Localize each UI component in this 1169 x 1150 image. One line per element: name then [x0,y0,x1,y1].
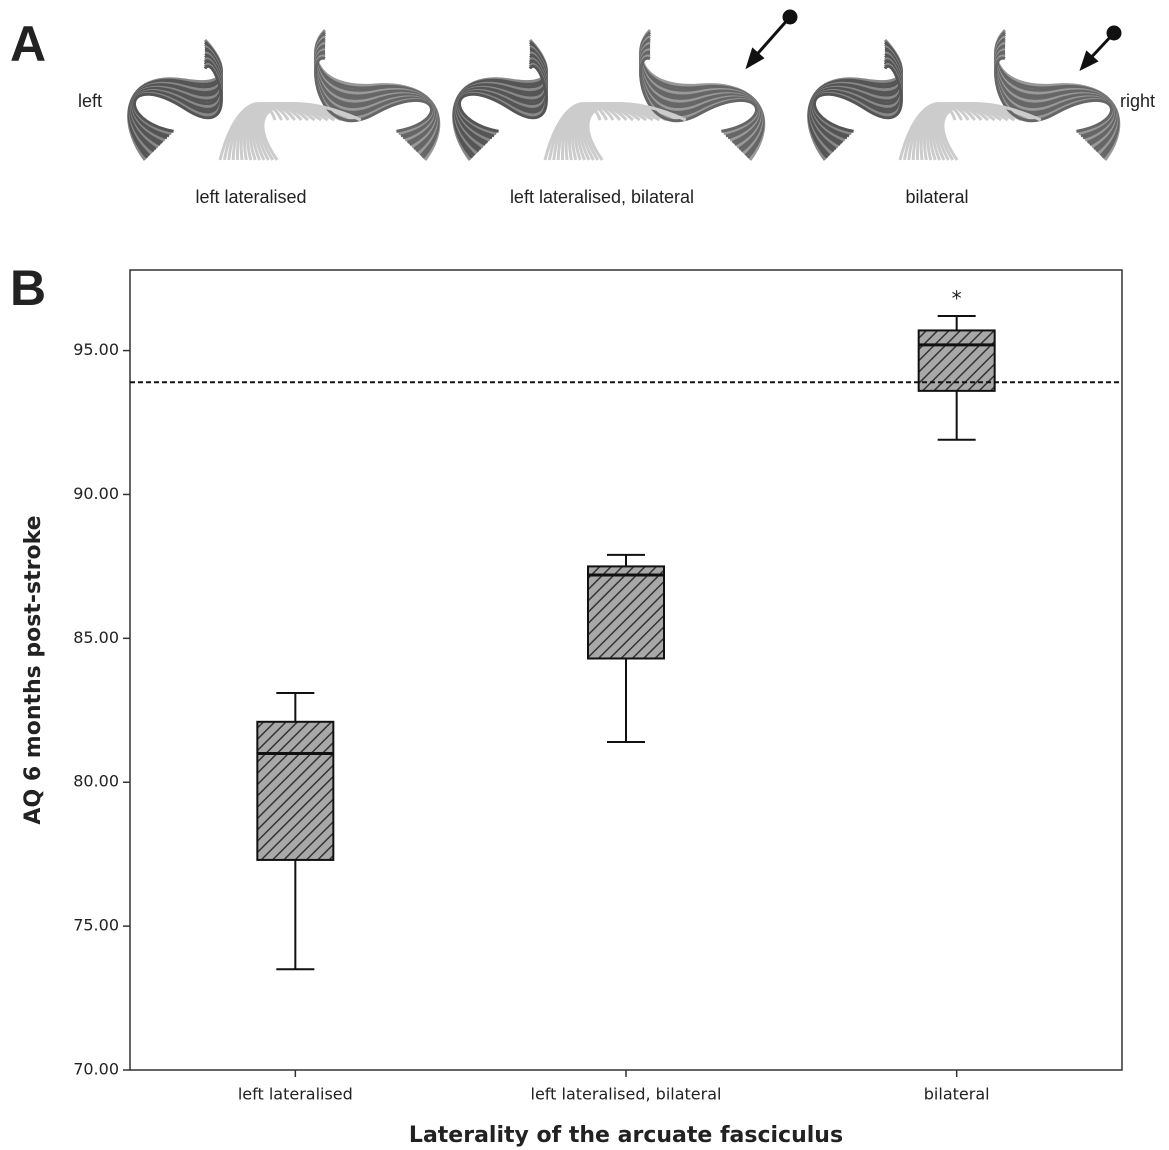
x-tick-label: left lateralised [238,1085,353,1104]
arrow [745,9,1122,71]
side-label: left [78,91,102,111]
image-caption: left lateralised [195,187,306,207]
outlier: * [952,286,962,310]
x-tick-label: left lateralised, bilateral [531,1085,722,1104]
box [917,329,996,392]
y-tick-label: 70.00 [73,1060,119,1079]
y-tick-label: 75.00 [73,916,119,935]
fibre [639,56,758,133]
fibre [458,64,548,133]
panel-label: B [10,260,46,316]
fibre [133,64,223,133]
y-tick-label: 95.00 [73,340,119,359]
x-tick-label: bilateral [924,1085,990,1104]
panel-label: A [10,16,46,72]
side-label: right [1120,91,1155,111]
fibre [941,102,1042,161]
fibre [261,102,362,161]
image-caption: bilateral [905,187,968,207]
box [587,565,665,660]
fibre [994,56,1113,133]
y-tick-label: 90.00 [73,484,119,503]
x-axis-label: Laterality of the arcuate fasciculus [409,1123,843,1148]
image-caption: left lateralised, bilateral [510,187,694,207]
tractography-images [127,28,1121,161]
y-axis-label: AQ 6 months post-stroke [21,515,46,824]
fibre [813,64,903,133]
y-tick-label: 85.00 [73,628,119,647]
fibre [586,102,687,161]
fibre [314,56,433,133]
box [256,720,335,861]
y-tick-label: 80.00 [73,772,119,791]
